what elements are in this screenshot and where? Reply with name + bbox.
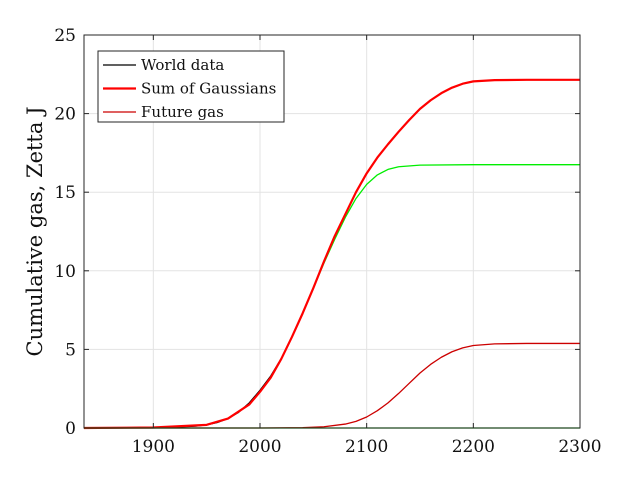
y-axis-label: Cumulative gas, Zetta J: [23, 107, 47, 357]
series-line-series-1: [83, 164, 580, 429]
y-tick-label: 15: [54, 183, 76, 203]
legend-box: [97, 50, 285, 123]
y-tick-label: 10: [54, 262, 76, 282]
x-tick-label: 2000: [238, 437, 281, 457]
x-tick-label: 2100: [345, 437, 388, 457]
series-line-future-gas: [84, 342, 580, 429]
legend-label: World data: [141, 56, 224, 74]
series-line-sum-of-gaussians: [83, 78, 580, 430]
x-tick-label: 2200: [452, 437, 495, 457]
series-line-world-data: [83, 361, 280, 429]
y-tick-label: 20: [54, 105, 76, 125]
x-tick-label: 1900: [132, 437, 175, 457]
y-tick-label: 25: [54, 26, 76, 46]
y-tick-label: 0: [65, 419, 76, 439]
legend-label: Future gas: [141, 103, 224, 121]
y-tick-label: 5: [65, 340, 76, 360]
legend-label: Sum of Gaussians: [141, 80, 276, 98]
series-layer: [83, 78, 580, 430]
plot-frame: [83, 34, 581, 429]
legend: World data Sum of Gaussians Future gas: [97, 50, 285, 123]
x-tick-label: 2300: [558, 437, 601, 457]
ticks: 1900 2000 2100 2200 2300 0 5 10 15 20 25: [54, 26, 601, 457]
